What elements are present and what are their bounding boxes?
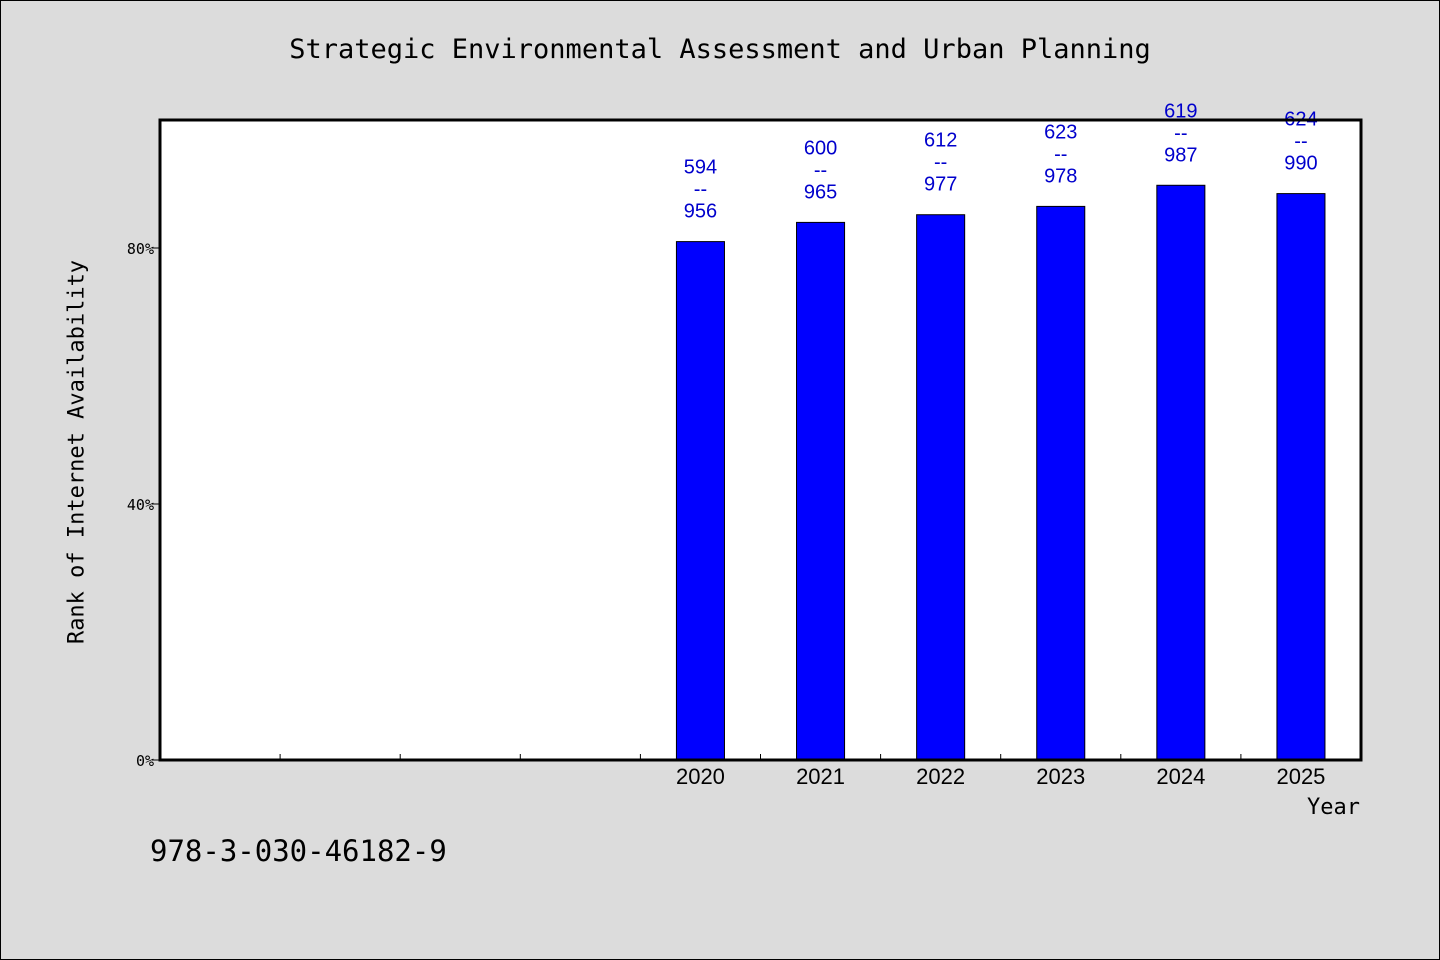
y-tick-label: 0%	[136, 752, 154, 770]
bar	[1036, 205, 1086, 761]
data-labels: 594--956600--965612--977623--978619--987…	[684, 100, 1318, 222]
x-tick-label: 2023	[1036, 764, 1085, 789]
bar	[1276, 193, 1326, 761]
data-label: --	[814, 159, 827, 181]
x-tick-label: 2025	[1276, 764, 1325, 789]
isbn-footnote: 978-3-030-46182-9	[150, 834, 447, 868]
x-tick-label: 2021	[796, 764, 845, 789]
data-label: 612	[924, 130, 957, 152]
bar	[796, 221, 846, 761]
data-label: --	[694, 179, 707, 201]
data-label: 600	[804, 137, 837, 159]
chart-title: Strategic Environmental Assessment and U…	[289, 34, 1151, 65]
data-label: 990	[1284, 153, 1317, 175]
x-tick-label: 2024	[1156, 764, 1205, 789]
bar	[916, 214, 966, 761]
data-label: --	[934, 152, 947, 174]
data-label: 623	[1044, 121, 1077, 143]
data-label: 619	[1164, 100, 1197, 122]
x-tick-label: 2022	[916, 764, 965, 789]
x-axis-label: Year	[1307, 795, 1360, 820]
data-label: 594	[684, 157, 717, 179]
y-axis-label: Rank of Internet Availability	[64, 259, 90, 645]
data-label: 978	[1044, 165, 1077, 187]
y-tick-labels: 0% 40% 80%	[127, 240, 154, 770]
plot-border	[158, 118, 1363, 762]
data-label: 965	[804, 181, 837, 203]
x-tick-label: 2020	[676, 764, 725, 789]
x-tick-labels: 2020 2021 2022 2023 2024 2025	[676, 764, 1325, 789]
y-tick-label: 40%	[127, 496, 154, 514]
bars	[675, 184, 1326, 761]
data-label: 977	[924, 174, 957, 196]
bar	[675, 241, 725, 761]
data-label: --	[1294, 131, 1307, 153]
data-label: --	[1174, 122, 1187, 144]
data-label: --	[1054, 143, 1067, 165]
data-label: 987	[1164, 144, 1197, 166]
bar	[1156, 184, 1206, 761]
data-label: 956	[684, 201, 717, 223]
y-tick-label: 80%	[127, 240, 154, 258]
